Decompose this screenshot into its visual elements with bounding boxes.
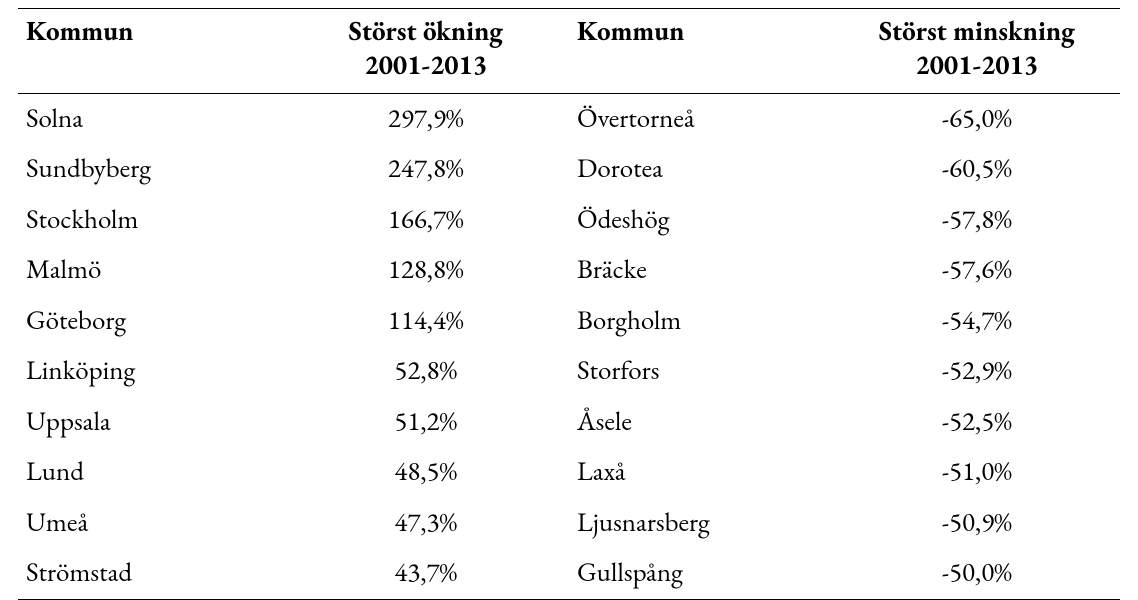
cell-kommun-a: Solna <box>18 93 282 144</box>
cell-kommun-b: Storfors <box>569 346 833 397</box>
cell-kommun-a: Lund <box>18 447 282 498</box>
table-row: Umeå 47,3% Ljusnarsberg -50,9% <box>18 498 1120 549</box>
table-body: Solna 297,9% Övertorneå -65,0% Sundbyber… <box>18 93 1120 599</box>
col-header-decrease: Störst minskning 2001-2013 <box>833 9 1120 94</box>
cell-value-b: -52,9% <box>833 346 1120 397</box>
cell-kommun-a: Stockholm <box>18 195 282 246</box>
col-header-kommun-a: Kommun <box>18 9 282 94</box>
cell-value-a: 128,8% <box>282 245 569 296</box>
table-row: Malmö 128,8% Bräcke -57,6% <box>18 245 1120 296</box>
cell-kommun-a: Göteborg <box>18 296 282 347</box>
table-row: Stockholm 166,7% Ödeshög -57,8% <box>18 195 1120 246</box>
cell-value-b: -60,5% <box>833 144 1120 195</box>
cell-kommun-b: Bräcke <box>569 245 833 296</box>
cell-value-b: -57,8% <box>833 195 1120 246</box>
cell-kommun-b: Övertorneå <box>569 93 833 144</box>
cell-value-b: -51,0% <box>833 447 1120 498</box>
cell-value-a: 247,8% <box>282 144 569 195</box>
cell-value-a: 43,7% <box>282 548 569 599</box>
col-header-increase-line2: 2001-2013 <box>364 48 487 83</box>
table-row: Uppsala 51,2% Åsele -52,5% <box>18 397 1120 448</box>
cell-value-b: -57,6% <box>833 245 1120 296</box>
table-row: Strömstad 43,7% Gullspång -50,0% <box>18 548 1120 599</box>
cell-kommun-a: Strömstad <box>18 548 282 599</box>
cell-value-b: -52,5% <box>833 397 1120 448</box>
col-header-decrease-line1: Störst minskning <box>879 14 1075 49</box>
cell-kommun-a: Malmö <box>18 245 282 296</box>
cell-kommun-b: Åsele <box>569 397 833 448</box>
cell-value-a: 51,2% <box>282 397 569 448</box>
table-row: Sundbyberg 247,8% Dorotea -60,5% <box>18 144 1120 195</box>
cell-kommun-a: Uppsala <box>18 397 282 448</box>
table-row: Solna 297,9% Övertorneå -65,0% <box>18 93 1120 144</box>
table-row: Göteborg 114,4% Borgholm -54,7% <box>18 296 1120 347</box>
cell-kommun-b: Dorotea <box>569 144 833 195</box>
col-header-increase-line1: Störst ökning <box>349 14 503 49</box>
cell-kommun-b: Ödeshög <box>569 195 833 246</box>
cell-value-b: -50,0% <box>833 548 1120 599</box>
cell-kommun-a: Sundbyberg <box>18 144 282 195</box>
cell-value-b: -50,9% <box>833 498 1120 549</box>
cell-kommun-b: Borgholm <box>569 296 833 347</box>
cell-kommun-b: Gullspång <box>569 548 833 599</box>
col-header-decrease-line2: 2001-2013 <box>915 48 1038 83</box>
cell-value-a: 48,5% <box>282 447 569 498</box>
cell-kommun-a: Linköping <box>18 346 282 397</box>
cell-value-a: 166,7% <box>282 195 569 246</box>
table-row: Linköping 52,8% Storfors -52,9% <box>18 346 1120 397</box>
col-header-kommun-b: Kommun <box>569 9 833 94</box>
table-header-row: Kommun Störst ökning 2001-2013 Kommun St… <box>18 9 1120 94</box>
cell-value-a: 47,3% <box>282 498 569 549</box>
kommun-change-table: Kommun Störst ökning 2001-2013 Kommun St… <box>18 8 1120 600</box>
cell-kommun-b: Ljusnarsberg <box>569 498 833 549</box>
cell-kommun-a: Umeå <box>18 498 282 549</box>
cell-kommun-b: Laxå <box>569 447 833 498</box>
col-header-increase: Störst ökning 2001-2013 <box>282 9 569 94</box>
cell-value-a: 297,9% <box>282 93 569 144</box>
cell-value-b: -65,0% <box>833 93 1120 144</box>
cell-value-a: 114,4% <box>282 296 569 347</box>
cell-value-a: 52,8% <box>282 346 569 397</box>
table-row: Lund 48,5% Laxå -51,0% <box>18 447 1120 498</box>
cell-value-b: -54,7% <box>833 296 1120 347</box>
